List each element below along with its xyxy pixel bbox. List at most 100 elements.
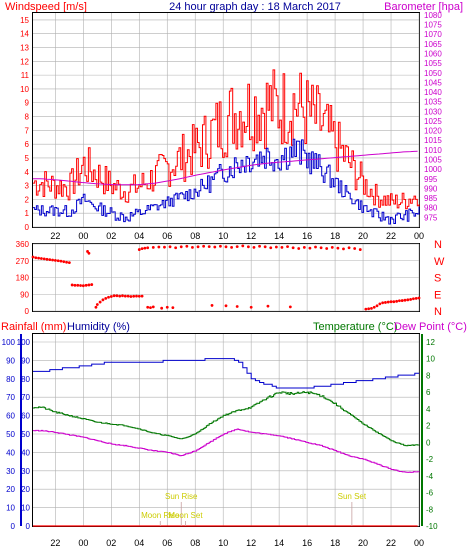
astro-event-label: Sun Set [338,492,367,501]
direction-point [95,303,99,306]
direction-point [224,245,228,249]
time-tick-label: 18 [330,231,340,241]
humidity-tick-label: 10 [21,504,30,513]
rainfall-label: Rainfall (mm) [1,321,66,333]
barometer-tick-label: 980 [424,204,438,213]
humidity-tick-label: 0 [26,522,31,531]
barometer-tick-label: 1035 [424,98,442,107]
axis-labels: 2222000002020404060608081010121214141616… [2,11,445,548]
direction-point [191,245,194,249]
direction-point [258,244,261,248]
direction-point [34,256,38,260]
windspeed-tick-label: 3 [25,182,30,191]
direction-point [336,246,340,250]
direction-point [291,246,295,250]
humidity-tick-label: 20 [21,485,30,494]
rain-tick-label: 100 [2,338,16,347]
time-tick-label: 08 [190,538,200,548]
barometer-tick-label: 1050 [424,69,442,78]
humidity-tick-label: 80 [21,375,30,384]
time-tick-label: 20 [358,231,368,241]
barometer-tick-label: 1015 [424,136,442,145]
barometer-tick-label: 1010 [424,146,442,155]
compass-label: N [434,239,442,251]
direction-point [406,298,410,302]
direction-point [137,248,141,251]
time-tick-label: 12 [246,231,256,241]
time-tick-label: 18 [330,538,340,548]
wind-series-line [33,138,420,225]
windspeed-tick-label: 8 [25,113,30,122]
direction-point [185,244,189,248]
time-tick-label: 16 [302,231,312,241]
direction-point [146,246,150,250]
direction-point [308,246,312,250]
barometer-series-line [33,150,418,186]
time-tick-label: 10 [218,231,228,241]
direction-point [123,294,127,298]
direction-point [412,297,415,301]
rain-tick-label: 50 [6,430,15,439]
time-tick-label: 06 [162,231,172,241]
direction-tick-label: 270 [16,257,30,266]
humidity-tick-label: 90 [21,356,30,365]
time-tick-label: 22 [386,538,396,548]
humidity-tick-label: 30 [21,467,30,476]
direction-tick-label: 180 [16,274,30,283]
direction-point [252,245,256,249]
direction-point [386,300,390,304]
barometer-tick-label: 1040 [424,88,442,97]
direction-point [325,247,329,250]
direction-point [241,244,245,248]
barometer-title: Barometer [hpa] [384,1,463,13]
direction-point [86,250,89,253]
direction-point [230,245,233,249]
time-tick-label: 04 [134,538,144,548]
direction-tick-label: 360 [16,240,30,249]
direction-point [302,245,306,249]
rain-tick-label: 80 [6,375,15,384]
direction-point [56,259,60,263]
direction-point [53,258,57,262]
time-tick-label: 00 [78,538,88,548]
barometer-tick-label: 1020 [424,127,442,136]
rain-tick-label: 30 [6,467,15,476]
humidity-series-line [33,358,419,389]
direction-point [143,246,147,250]
windspeed-tick-label: 15 [20,16,29,25]
windspeed-tick-label: 14 [20,30,29,39]
temperature-series-line [33,391,420,447]
direction-point [235,305,239,308]
direction-point [246,245,250,249]
direction-point [384,301,387,304]
direction-point [151,305,155,309]
windspeed-tick-label: 0 [25,223,30,232]
direction-point [210,304,214,307]
temperature-tick-label: 6 [426,388,431,397]
direction-point [314,245,317,249]
direction-point [94,305,98,309]
windspeed-tick-label: 10 [20,85,29,94]
windspeed-tick-label: 9 [25,99,30,108]
direction-point [140,294,144,298]
direction-point [118,294,122,298]
temperature-tick-label: 12 [426,338,435,347]
time-tick-label: 14 [274,231,284,241]
temperature-tick-label: -4 [426,472,434,481]
direction-point [414,296,418,300]
direction-point [157,245,161,249]
direction-point [286,245,289,249]
direction-point [126,294,130,298]
direction-point [107,295,110,299]
time-tick-label: 08 [190,231,200,241]
wind-panel-frame [32,12,420,228]
time-tick-label: 02 [106,231,116,241]
direction-point [149,306,152,310]
temperature-label: Temperature (°C) [313,321,397,333]
temperature-tick-label: 4 [426,405,431,414]
direction-point [179,245,183,249]
direction-point [45,257,49,261]
temperature-tick-label: 2 [426,422,431,431]
time-tick-label: 20 [358,538,368,548]
